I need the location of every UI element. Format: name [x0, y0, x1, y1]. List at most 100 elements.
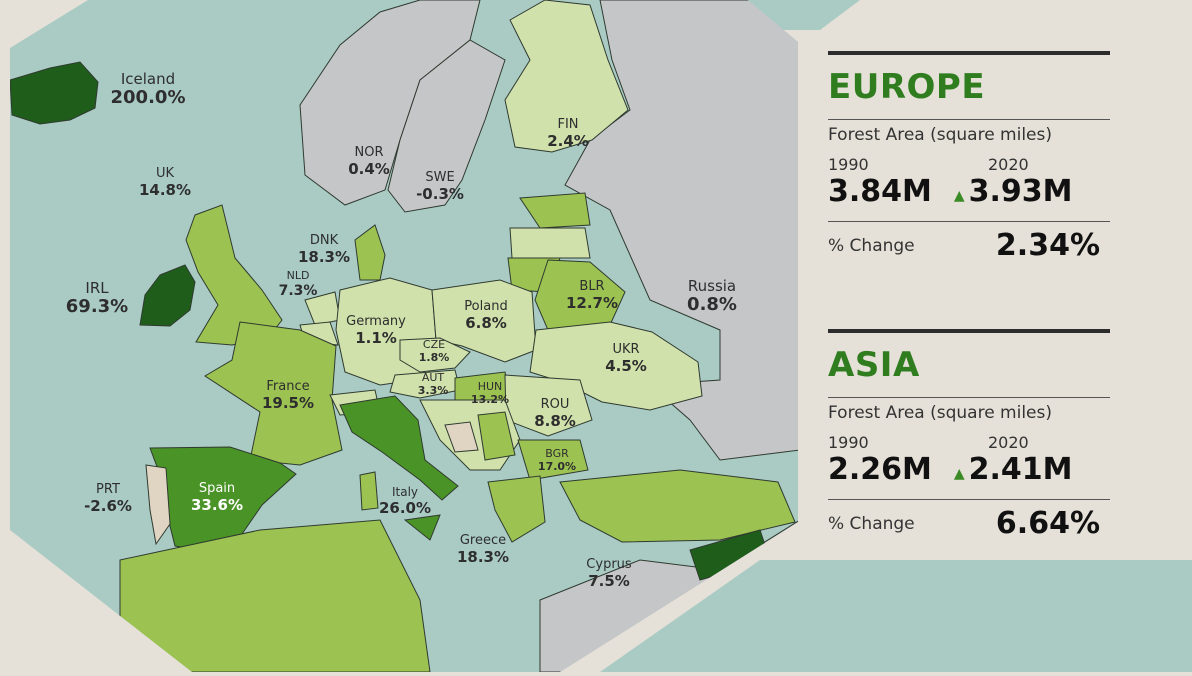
- country-value: 18.3%: [297, 247, 351, 266]
- triangle-up-icon: ▲: [953, 187, 965, 204]
- country-estonia: [519, 192, 591, 229]
- label-france: France 19.5%: [261, 379, 315, 412]
- country-value: 8.8%: [534, 411, 576, 430]
- country-ireland: [139, 264, 196, 327]
- country-name: IRL: [85, 279, 109, 297]
- label-spain: Spain 33.6%: [190, 481, 244, 514]
- panel-title: EUROPE: [828, 67, 986, 107]
- country-name: SWE: [425, 170, 455, 185]
- divider: [828, 221, 1110, 222]
- country-value: 18.3%: [456, 547, 510, 566]
- label-belarus: BLR 12.7%: [565, 279, 619, 312]
- change-value: 6.64%: [995, 506, 1100, 541]
- country-name: UKR: [612, 342, 640, 357]
- divider: [828, 499, 1110, 500]
- country-name: Cyprus: [586, 557, 632, 572]
- label-netherlands: NLD 7.3%: [278, 269, 318, 299]
- country-value: 69.3%: [65, 296, 129, 318]
- country-value: 1.1%: [355, 328, 397, 347]
- country-name: HUN: [477, 380, 503, 393]
- country-value: 19.5%: [261, 393, 315, 412]
- country-value: 17.0%: [537, 459, 577, 473]
- country-name: France: [266, 379, 310, 394]
- country-value: 14.8%: [138, 180, 192, 199]
- country-france: [204, 321, 343, 466]
- label-cyprus: Cyprus 7.5%: [586, 557, 632, 590]
- country-value: 12.7%: [565, 293, 619, 312]
- country-sicily: [403, 514, 441, 541]
- change-label: % Change: [828, 513, 915, 534]
- country-value: 7.3%: [278, 282, 318, 299]
- country-value: 200.0%: [110, 87, 186, 109]
- country-name: Italy: [391, 485, 419, 499]
- change-value: 2.34%: [995, 228, 1100, 263]
- country-name: Germany: [346, 314, 406, 329]
- country-czechia: [399, 337, 471, 373]
- country-value: 13.2%: [470, 392, 510, 406]
- country-value: -2.6%: [84, 496, 132, 515]
- divider: [828, 51, 1110, 55]
- country-africa: [119, 519, 431, 672]
- country-austria: [389, 369, 461, 399]
- country-serbia: [477, 411, 516, 461]
- country-name: Poland: [464, 299, 508, 314]
- country-name: PRT: [96, 482, 120, 497]
- country-value: 2.4%: [547, 131, 589, 150]
- country-value: 4.5%: [605, 356, 647, 375]
- country-name: CZE: [422, 338, 446, 351]
- year-start: 1990: [828, 155, 869, 174]
- country-sardinia: [359, 471, 379, 511]
- label-sweden: SWE -0.3%: [416, 170, 464, 203]
- label-norway: NOR 0.4%: [348, 145, 390, 178]
- divider: [828, 119, 1110, 120]
- country-sweden: [387, 39, 506, 213]
- label-ukraine: UKR 4.5%: [605, 342, 647, 375]
- country-name: ROU: [540, 397, 570, 412]
- hex-bottom-right: [600, 560, 1192, 672]
- label-bulgaria: BGR 17.0%: [537, 447, 577, 473]
- country-value: 6.8%: [465, 313, 507, 332]
- country-name: DNK: [309, 233, 339, 248]
- panel-subtitle: Forest Area (square miles): [828, 125, 1053, 145]
- label-poland: Poland 6.8%: [464, 299, 508, 332]
- country-name: NOR: [354, 145, 384, 160]
- label-finland: FIN 2.4%: [547, 117, 589, 150]
- label-portugal: PRT -2.6%: [84, 482, 132, 515]
- country-name: Greece: [459, 533, 507, 548]
- label-russia: Russia 0.8%: [687, 277, 737, 316]
- divider: [828, 397, 1110, 398]
- label-uk: UK 14.8%: [138, 166, 192, 199]
- country-name: FIN: [557, 117, 579, 132]
- label-iceland: Iceland 200.0%: [110, 70, 186, 109]
- year-end: 2020: [988, 433, 1029, 452]
- change-label: % Change: [828, 235, 915, 256]
- value-end: 2.41M: [968, 452, 1073, 487]
- country-value: 3.3%: [417, 383, 449, 397]
- country-value: 26.0%: [378, 498, 432, 517]
- country-name: BGR: [545, 447, 569, 460]
- label-czechia: CZE 1.8%: [419, 338, 450, 364]
- panel-title: ASIA: [828, 345, 920, 385]
- divider: [828, 329, 1110, 333]
- country-finland: [504, 0, 629, 153]
- country-name: Russia: [687, 277, 737, 295]
- label-italy: Italy 26.0%: [378, 485, 432, 517]
- label-romania: ROU 8.8%: [534, 397, 576, 430]
- country-denmark: [354, 224, 386, 281]
- label-denmark: DNK 18.3%: [297, 233, 351, 266]
- label-germany: Germany 1.1%: [346, 314, 406, 347]
- country-name: UK: [155, 166, 175, 181]
- asia-panel: ASIA Forest Area (square miles) 1990 2020…: [828, 329, 1110, 541]
- triangle-up-icon: ▲: [953, 465, 965, 482]
- panel-subtitle: Forest Area (square miles): [828, 403, 1053, 423]
- country-iceland: [10, 61, 99, 125]
- value-start: 3.84M: [828, 174, 932, 209]
- country-value: 33.6%: [190, 495, 244, 514]
- country-greece: [487, 475, 546, 543]
- value-end: 3.93M: [968, 174, 1073, 209]
- country-name: Iceland: [120, 70, 176, 88]
- country-value: 7.5%: [588, 571, 630, 590]
- label-ireland: IRL 69.3%: [65, 279, 129, 318]
- label-greece: Greece 18.3%: [456, 533, 510, 566]
